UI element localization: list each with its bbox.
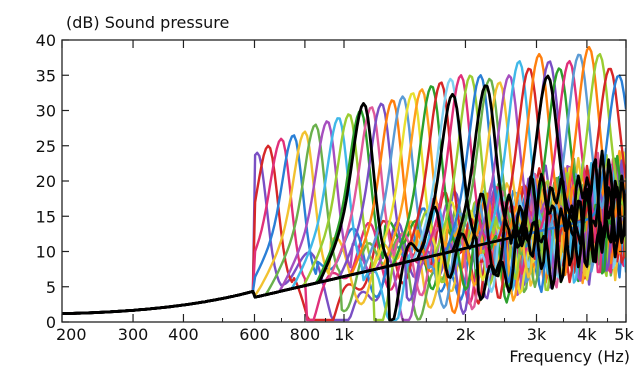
x-tick-label: 1k xyxy=(334,325,354,344)
x-tick-label: 400 xyxy=(168,325,199,344)
y-tick-label: 20 xyxy=(36,172,56,191)
axis-ticks: 0 5 10 15 20 25 30 35 40 200 300 400 600 800 1k 2k 3k 4k 5… xyxy=(36,31,635,344)
y-tick-label: 35 xyxy=(36,66,56,85)
y-tick-label: 25 xyxy=(36,137,56,156)
x-tick-label: 4k xyxy=(577,325,597,344)
x-tick-label: 5k xyxy=(614,325,634,344)
x-tick-label: 300 xyxy=(118,325,149,344)
y-tick-label: 5 xyxy=(46,278,56,297)
highlighted-response-curve xyxy=(62,74,626,315)
x-tick-label: 200 xyxy=(56,325,87,344)
y-tick-label: 10 xyxy=(36,243,56,262)
y-tick-label: 40 xyxy=(36,31,56,50)
y-tick-label: 0 xyxy=(46,313,56,332)
x-tick-label: 3k xyxy=(527,325,547,344)
y-axis-title: (dB) Sound pressure xyxy=(66,13,229,32)
y-tick-label: 15 xyxy=(36,207,56,226)
x-tick-label: 2k xyxy=(456,325,476,344)
chart-curves xyxy=(62,45,626,322)
x-tick-label: 600 xyxy=(239,325,270,344)
x-tick-label: 800 xyxy=(290,325,321,344)
x-axis-title: Frequency (Hz) xyxy=(509,347,630,366)
y-tick-label: 30 xyxy=(36,102,56,121)
